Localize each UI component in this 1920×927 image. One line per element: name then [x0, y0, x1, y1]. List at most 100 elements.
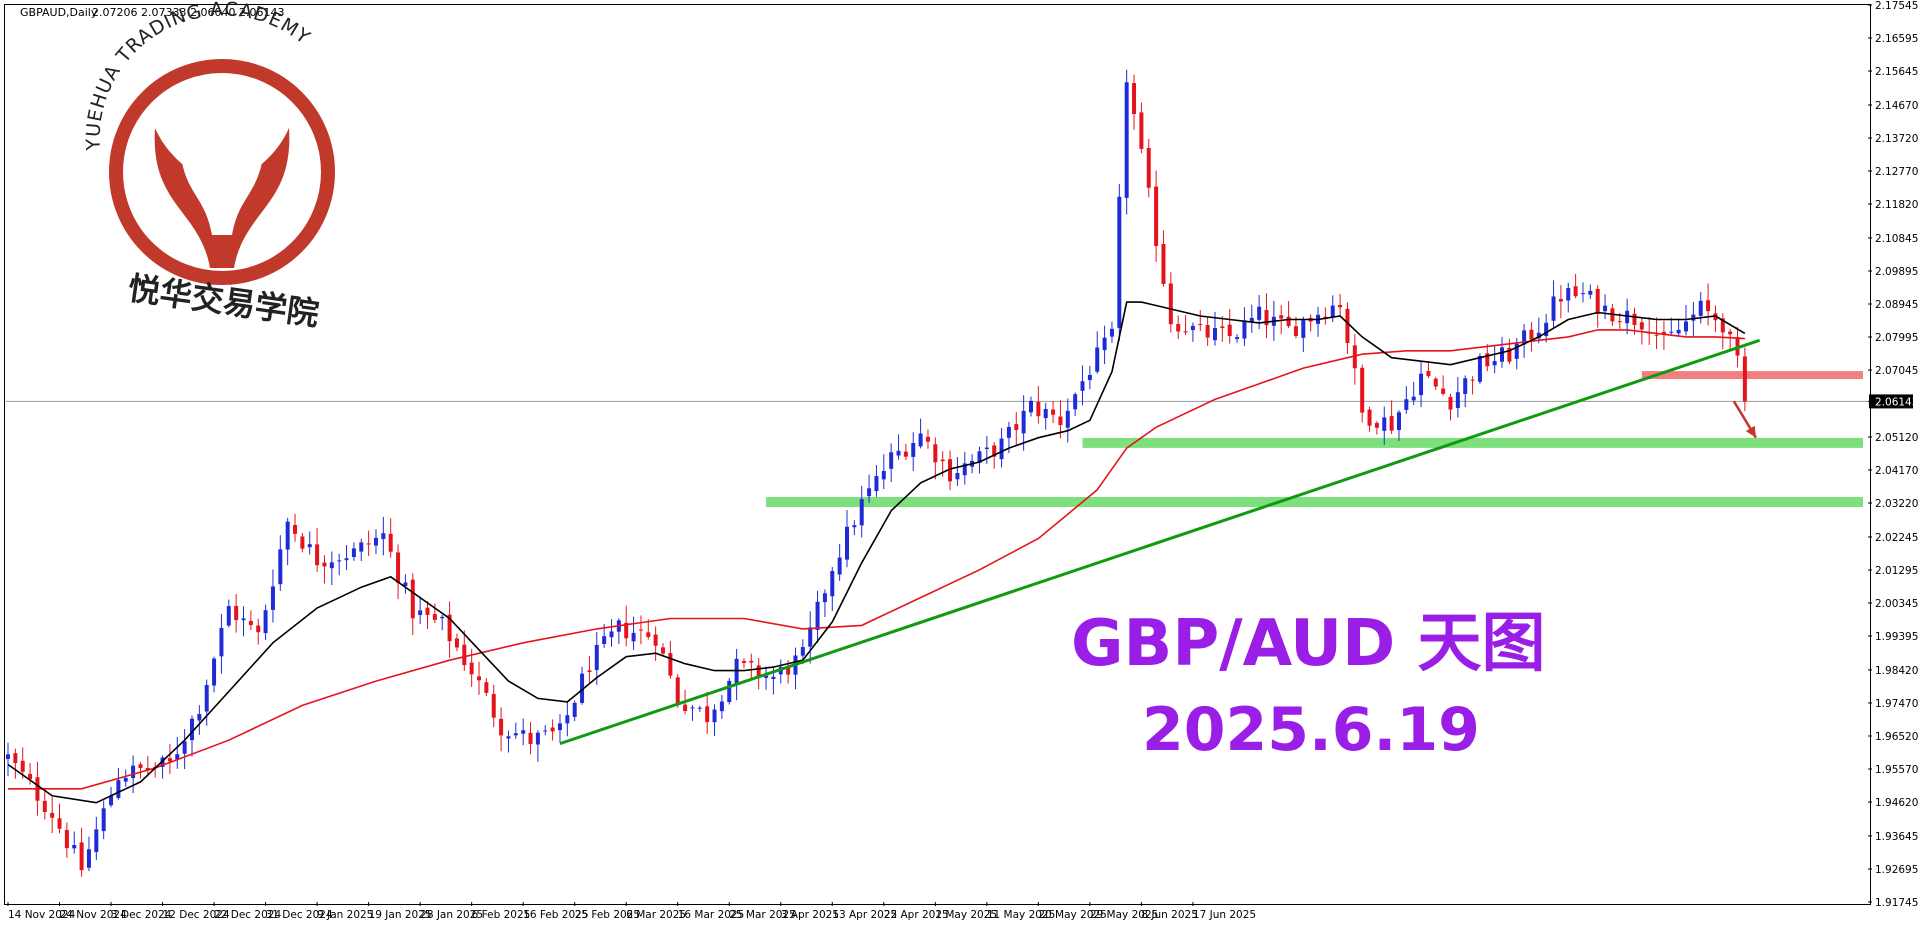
candle-body: [1374, 423, 1379, 428]
trendline: [559, 338, 1761, 746]
candle-body: [1212, 328, 1217, 341]
moving-average-slow: [8, 329, 1745, 790]
candle-body: [1603, 305, 1608, 312]
y-tick-label: 1.95570: [1875, 764, 1918, 776]
y-tick-label: 1.99395: [1875, 631, 1918, 643]
x-tick-label: 8 Jun 2025: [1141, 909, 1197, 921]
candle-body: [1500, 347, 1505, 362]
y-tick-label: 2.10845: [1875, 233, 1918, 245]
candle-body: [1529, 329, 1534, 340]
candle-body: [204, 685, 209, 712]
candle-body: [1198, 324, 1203, 326]
support-zone-1: [766, 497, 1864, 508]
y-tick-label: 2.03220: [1875, 498, 1918, 510]
x-tick-label: 6 Feb 2025: [472, 909, 531, 921]
candle-body: [1507, 347, 1512, 362]
candle-body: [1227, 324, 1232, 337]
candle-body: [830, 571, 835, 597]
candle-body: [388, 533, 393, 552]
candle-body: [1006, 426, 1011, 438]
candle-body: [131, 765, 136, 779]
candle-body: [42, 800, 47, 813]
candle-body: [418, 610, 423, 615]
candle-body: [1433, 378, 1438, 387]
y-tick-label: 1.94620: [1875, 797, 1918, 809]
candle-body: [1139, 112, 1144, 149]
candle-body: [212, 658, 217, 686]
candle-body: [432, 614, 437, 620]
annotation-date: 2025.6.19: [1142, 695, 1480, 765]
candle-body: [521, 730, 526, 734]
candle-body: [889, 452, 894, 469]
candle-body: [1514, 343, 1519, 359]
candle-body: [535, 732, 540, 745]
candle-body: [837, 557, 842, 575]
y-tick-label: 1.98420: [1875, 665, 1918, 677]
x-tick-label: 22 Apr 2025: [884, 909, 949, 921]
x-tick-label: 6 Mar 2025: [626, 909, 686, 921]
x-tick-label: 13 Apr 2025: [832, 909, 897, 921]
y-tick-label: 2.04170: [1875, 465, 1918, 477]
x-tick-label: 24 Nov 2024: [60, 909, 128, 921]
candle-body: [248, 620, 253, 626]
candle-body: [1448, 396, 1453, 410]
candle-body: [1051, 409, 1056, 415]
candle-body: [1720, 318, 1725, 333]
candle-body: [1257, 306, 1262, 320]
candle-body: [1330, 305, 1335, 318]
candle-body: [1625, 310, 1630, 324]
candle-body: [403, 582, 408, 587]
candle-body: [182, 741, 187, 754]
candle-body: [1220, 326, 1225, 328]
candle-body: [661, 647, 666, 654]
plot-frame: [4, 4, 1871, 905]
candle-body: [683, 704, 688, 712]
candle-body: [1087, 374, 1092, 381]
y-tick-label: 2.08945: [1875, 299, 1918, 311]
candle-body: [852, 525, 857, 528]
candle-body: [1580, 293, 1585, 295]
candle-body: [6, 754, 10, 759]
candle-body: [1161, 243, 1166, 285]
candle-body: [307, 544, 312, 548]
candle-body: [1190, 325, 1195, 331]
candle-body: [263, 610, 268, 634]
candle-body: [381, 533, 386, 540]
y-tick-label: 2.07995: [1875, 332, 1918, 344]
candle-body: [764, 675, 769, 678]
candle-body: [602, 636, 607, 645]
candle-body: [1470, 379, 1475, 381]
candle-body: [1389, 416, 1394, 431]
candle-body: [675, 677, 680, 704]
candle-body: [1338, 304, 1343, 308]
candle-body: [1146, 147, 1151, 188]
candle-body: [1706, 300, 1711, 312]
candle-body: [992, 445, 997, 457]
candle-body: [1728, 331, 1733, 335]
x-tick-label: 12 Dec 2024: [163, 909, 230, 921]
candle-body: [955, 473, 960, 480]
candle-body: [1028, 400, 1033, 413]
candle-body: [528, 732, 533, 744]
candle-body: [845, 526, 850, 560]
candle-body: [727, 680, 732, 703]
x-tick-label: 14 Nov 2024: [8, 909, 76, 921]
y-tick-label: 1.93645: [1875, 831, 1918, 843]
current-price-box: [1869, 394, 1913, 409]
candle-body: [64, 830, 69, 849]
x-tick-label: 20 May 2025: [1038, 909, 1106, 921]
y-tick-label: 2.07045: [1875, 365, 1918, 377]
candle-body: [572, 702, 577, 717]
candle-body: [226, 606, 231, 626]
logo-emblem: [154, 128, 290, 268]
y-tick-label: 1.92695: [1875, 864, 1918, 876]
candle-body: [1352, 345, 1357, 369]
candle-body: [1301, 320, 1306, 338]
candle-body: [86, 849, 91, 868]
x-tick-label: 16 Mar 2025: [678, 909, 745, 921]
candle-body: [1058, 416, 1063, 426]
candle-body: [1411, 396, 1416, 401]
candle-body: [1654, 334, 1659, 336]
candle-body: [50, 812, 55, 818]
